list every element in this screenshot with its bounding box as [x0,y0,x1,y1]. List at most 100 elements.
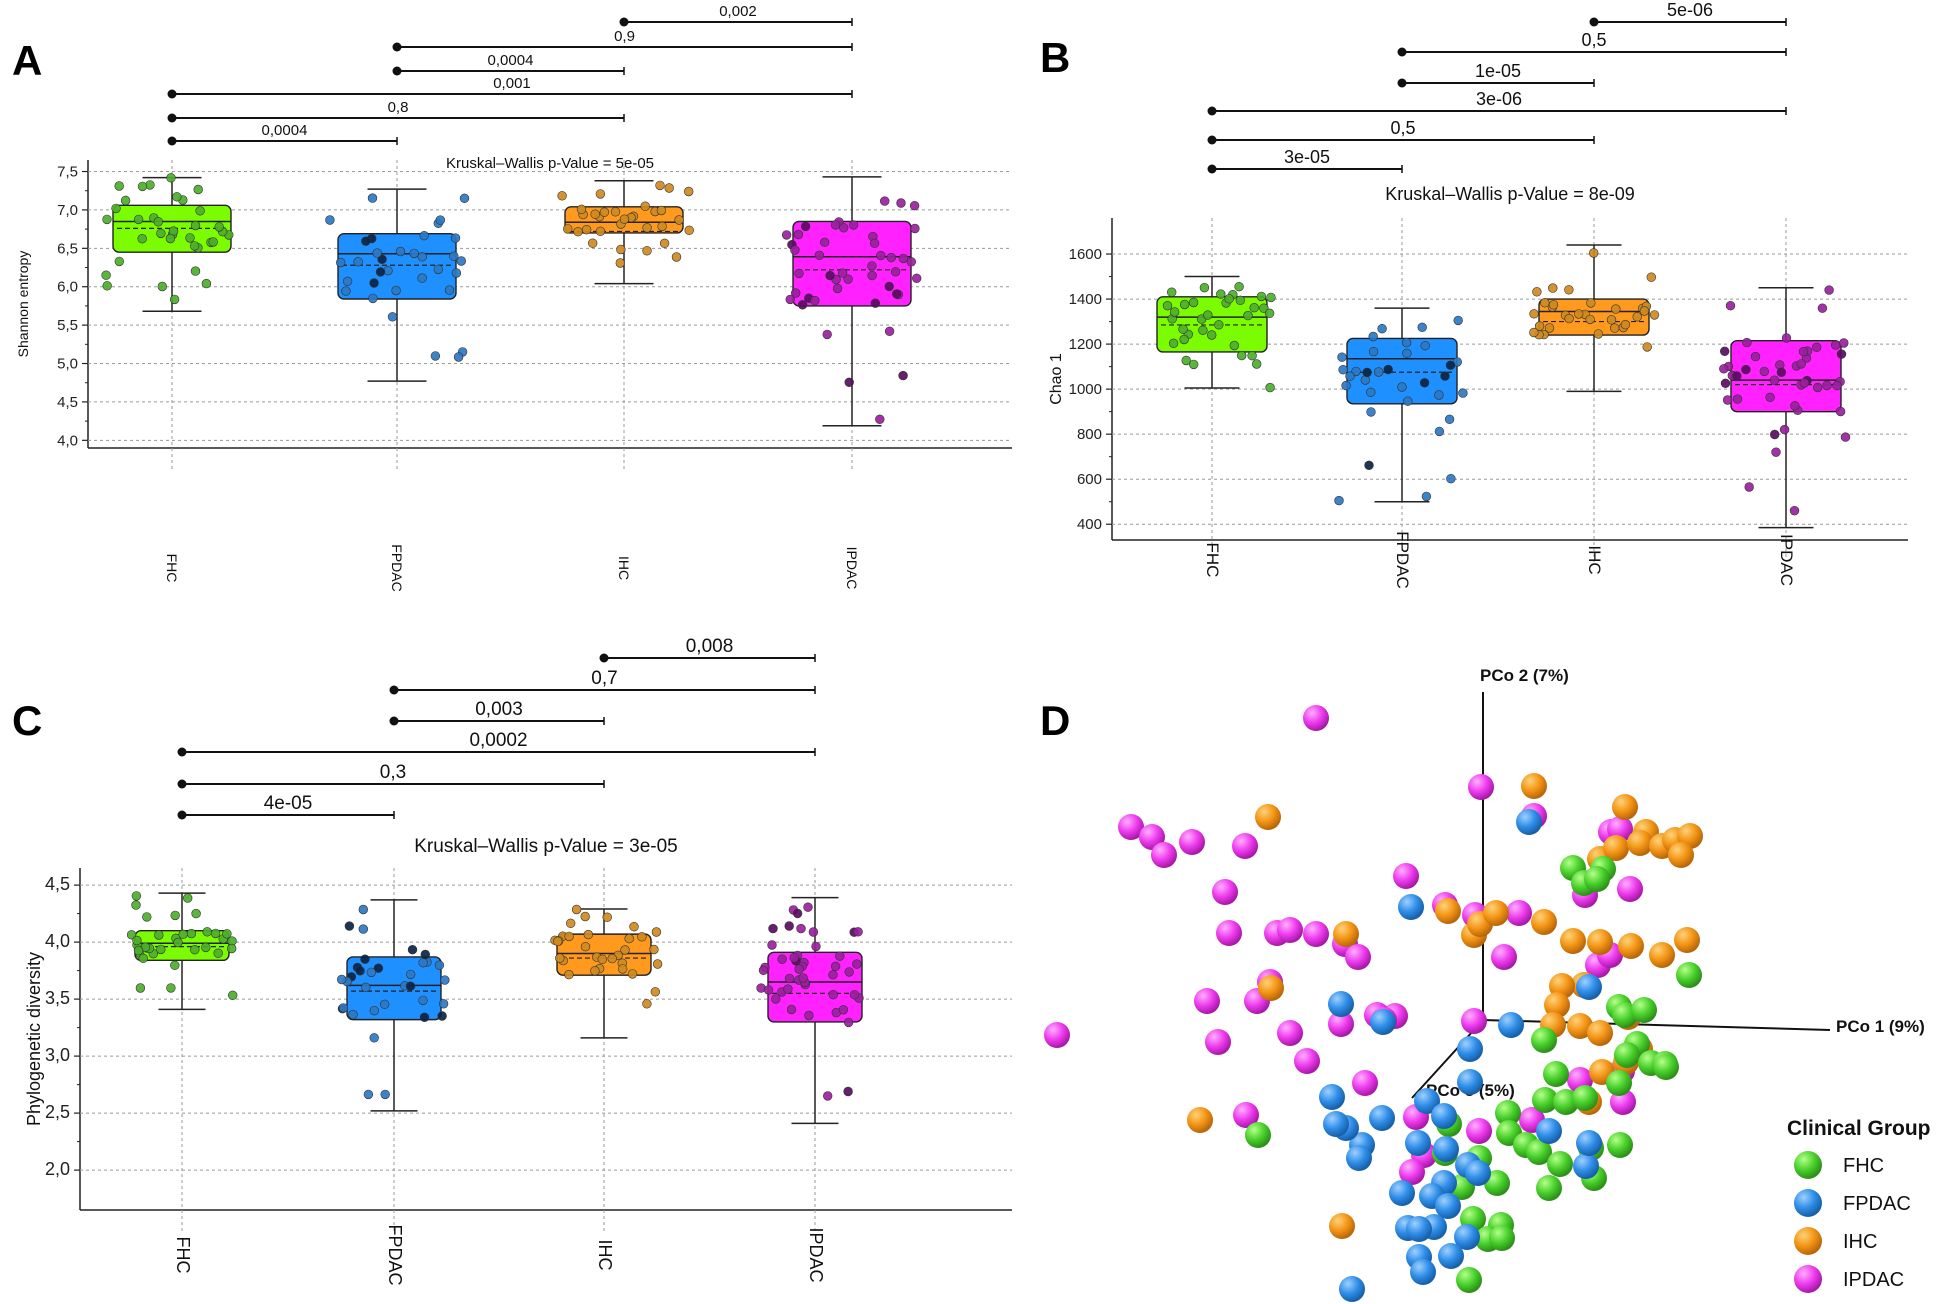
sample-point [154,930,164,940]
sample-point [1741,364,1751,375]
sample-point [344,921,355,931]
p-value-label: 0,008 [686,636,734,657]
sample-point [202,927,212,937]
box-iqr [337,233,457,300]
pcoa-point-ipdac [1277,1020,1303,1046]
sample-point [657,221,667,232]
sample-point [1434,390,1444,400]
sample-point [325,215,335,225]
kruskal-wallis-label: Kruskal–Wallis p-Value = 5e-05 [446,155,654,172]
pcoa-point-fpdac [1406,1216,1432,1242]
pcoa-point-fhc [1495,1100,1521,1126]
sample-point [1458,388,1468,398]
sample-point [1420,341,1430,351]
sample-point [375,267,386,277]
y-axis-label: Shannon entropy [15,251,31,358]
y-tick-label: 1400 [1069,291,1102,308]
pcoa-point-ihc [1531,909,1557,935]
comparison-dot [1589,17,1599,27]
sample-point [417,273,427,283]
p-value-label: 0,0004 [262,122,308,139]
comparison-dot [1207,164,1217,174]
pcoa-point-ipdac [1118,814,1144,840]
sample-point [822,1091,833,1101]
sample-point [195,206,205,216]
sample-point [619,214,630,224]
sample-point [137,181,148,192]
sample-point [1620,319,1631,330]
sample-point [1445,360,1456,370]
pcoa-point-ipdac [1491,944,1517,970]
pcoa-point-fpdac [1414,1088,1440,1114]
sample-point [387,312,398,322]
kruskal-wallis-label: Kruskal–Wallis p-Value = 3e-05 [414,836,678,857]
pcoa-point-ipdac [1216,920,1242,946]
sample-point [1564,313,1574,324]
pcoa-point-fpdac [1573,1153,1599,1179]
y-tick-label: 6,5 [57,240,78,257]
pcoa-point-ipdac [1393,863,1419,889]
sample-point [1236,350,1247,361]
sample-point [363,1089,374,1100]
sample-point [1368,331,1378,342]
box-iqr [1730,340,1842,413]
sample-point [391,285,401,296]
legend-label-fhc: FHC [1843,1155,1884,1177]
sample-point [783,984,793,994]
sample-point [1166,287,1177,297]
box-fpdac [1334,307,1468,506]
sample-point [1725,301,1736,311]
panel-letter-d: D [1040,697,1070,744]
sample-point [830,220,841,230]
sample-point [573,227,583,237]
p-value-label: 0,8 [388,99,409,116]
sample-point [1216,289,1226,299]
sample-point [869,238,880,249]
pcoa-point-fhc [1584,866,1610,892]
pcoa-point-ipdac [1151,842,1177,868]
y-tick-label: 4,0 [57,432,78,449]
sample-point [792,908,803,919]
sample-point [911,273,922,283]
sample-point [369,278,379,288]
sample-point [1368,347,1379,357]
sample-point [208,237,218,247]
sample-point [890,267,901,277]
sample-point [1798,346,1809,357]
sample-point [193,184,203,195]
x-tick-label-fhc: FHC [173,1237,193,1274]
pcoa-point-ipdac [1232,833,1258,859]
sample-point [1606,315,1617,325]
sample-point [1181,355,1191,366]
p-value-label: 0,9 [614,28,635,45]
pcoa-point-ihc [1587,929,1613,955]
x-tick-label-fpdac: FPDAC [389,544,405,591]
sample-point [1765,392,1775,402]
sample-point [459,193,470,204]
sample-point [794,964,804,974]
sample-point [449,251,459,261]
sample-point [201,278,212,289]
sample-point [1168,338,1179,348]
sample-point [1588,248,1599,258]
sample-point [369,1033,379,1043]
sample-point [201,942,211,953]
y-tick-label: 4,5 [57,394,78,411]
chart-c-phylogenetic: 2,0 2,5 3,0 3,5 4,0 4,5 Phylogenetic diversity… [24,636,1012,1286]
pcoa-point-ihc [1668,842,1694,868]
sample-point [1812,382,1823,393]
sample-point [1744,482,1754,492]
pcoa-point-ipdac [1212,879,1238,905]
sample-point [1337,352,1347,362]
pcoa-point-fpdac [1465,1160,1491,1186]
pcoa-point-ipdac [1303,705,1329,731]
comparison-dot [167,136,177,146]
sample-point [133,945,144,956]
sample-point [1421,491,1432,502]
p-value-label: 0,7 [591,668,617,689]
sample-point [671,252,682,262]
sample-point [1383,364,1393,375]
sample-point [138,953,148,963]
sample-point [191,908,201,919]
sample-point [1206,330,1217,340]
